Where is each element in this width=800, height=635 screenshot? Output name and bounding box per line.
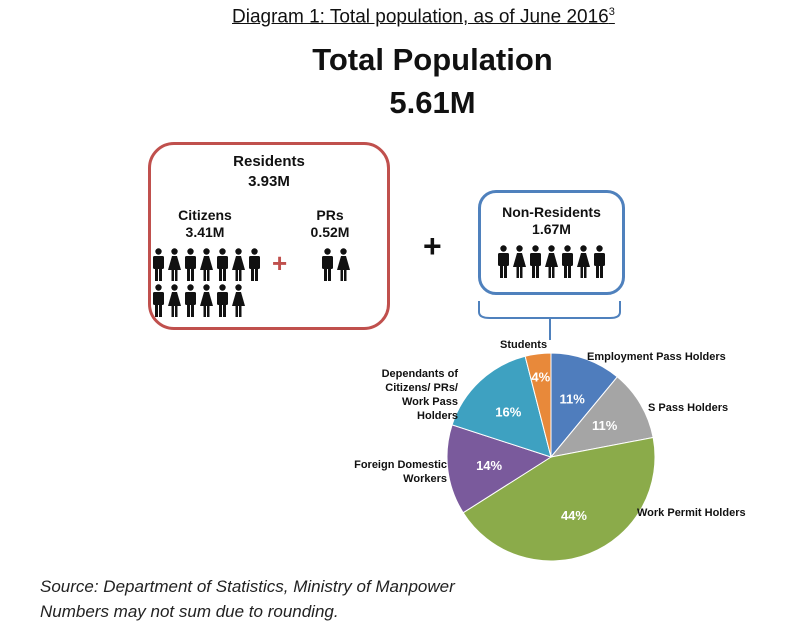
residents-value: 3.93M <box>248 173 290 190</box>
prs-value: 0.52M <box>310 224 350 240</box>
female-person-icon <box>513 245 526 278</box>
bracket <box>478 301 621 340</box>
female-person-icon <box>545 245 558 278</box>
female-person-icon <box>168 248 181 281</box>
female-person-icon <box>232 284 245 317</box>
caption-text: Diagram 1: Total population, as of June … <box>232 6 609 28</box>
diagram-caption: Diagram 1: Total population, as of June … <box>232 6 615 28</box>
male-person-icon <box>185 248 196 281</box>
page-title: Total Population <box>312 42 553 77</box>
source-note: Source: Department of Statistics, Minist… <box>40 577 455 596</box>
pie-data-label: 14% <box>476 458 502 473</box>
pie-data-label: 11% <box>559 391 585 406</box>
female-person-icon <box>232 248 245 281</box>
rounding-note: Numbers may not sum due to rounding. <box>40 602 339 621</box>
residents-label: Residents <box>233 153 305 170</box>
male-person-icon <box>153 248 164 281</box>
male-person-icon <box>217 248 228 281</box>
male-person-icon <box>217 284 228 317</box>
non-residents-value: 1.67M <box>532 221 571 237</box>
pie-slice <box>462 436 656 562</box>
residents-box <box>148 142 390 330</box>
prs-label: PRs <box>316 207 344 223</box>
residents-plus-sign: + <box>272 248 288 278</box>
male-person-icon <box>249 248 260 281</box>
pie-label-dependants: Dependants of Citizens/ PRs/ Work Pass H… <box>381 368 458 422</box>
pie-label-s-pass: S Pass Holders <box>648 402 729 414</box>
pie-data-label: 16% <box>495 405 521 420</box>
male-person-icon <box>153 284 164 317</box>
citizens-icons-row <box>151 284 246 317</box>
non-residents-icons-row <box>496 245 607 278</box>
pie-slice <box>550 352 618 459</box>
pie-data-label: 4% <box>531 370 550 385</box>
pie-slice <box>446 424 553 514</box>
male-person-icon <box>322 248 333 281</box>
prs-icons-row <box>320 248 351 281</box>
female-person-icon <box>577 245 590 278</box>
female-person-icon <box>168 284 181 317</box>
pie-label-students: Students <box>500 339 548 351</box>
total-population-value: 5.61M <box>389 85 476 120</box>
male-person-icon <box>185 284 196 317</box>
pie-slice <box>451 355 552 458</box>
non-residents-box <box>478 190 625 295</box>
male-person-icon <box>562 245 573 278</box>
citizens-label: Citizens <box>178 207 232 223</box>
pie-slice <box>524 352 552 458</box>
pie-slice <box>549 376 654 458</box>
female-person-icon <box>200 284 213 317</box>
male-person-icon <box>530 245 541 278</box>
pie-label-work-permit: Work Permit Holders <box>637 507 746 519</box>
female-person-icon <box>200 248 213 281</box>
pie-data-label: 44% <box>561 508 587 523</box>
citizens-icons-row <box>151 248 262 281</box>
pie-data-label: 11% <box>592 418 618 433</box>
pie-label-employment-pass: Employment Pass Holders <box>587 351 726 363</box>
citizens-value: 3.41M <box>185 224 225 240</box>
female-person-icon <box>337 248 350 281</box>
male-person-icon <box>594 245 605 278</box>
plus-sign: + <box>423 228 442 264</box>
male-person-icon <box>498 245 509 278</box>
pie-label-foreign-domestic-workers: Foreign Domestic Workers <box>354 459 447 485</box>
non-residents-label: Non-Residents <box>502 204 601 220</box>
footnote-marker: 3 <box>608 6 615 18</box>
